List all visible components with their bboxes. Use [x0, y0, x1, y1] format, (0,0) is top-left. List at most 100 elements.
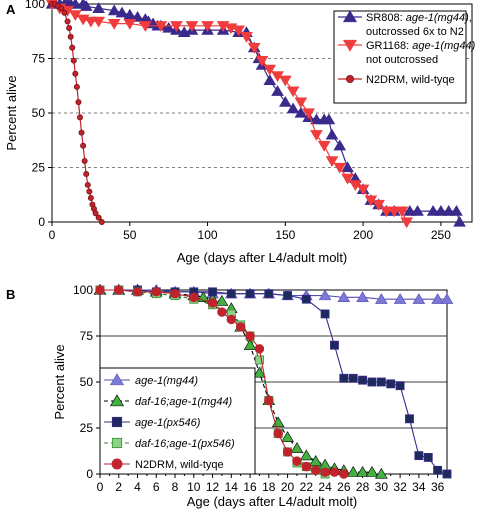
- panel-a-data-point: [123, 18, 137, 30]
- panel-a-data-point: [294, 106, 308, 118]
- panel-a-data-point: [442, 204, 455, 216]
- panel-b-data-point: [330, 340, 339, 350]
- panel-b-series-5: [95, 285, 349, 479]
- panel-b-data-point: [207, 298, 218, 308]
- panel-b-data-point: [273, 428, 283, 439]
- panel-b-data-point: [320, 467, 330, 477]
- panel-a-data-point: [372, 199, 385, 211]
- panel-b-data-point: [442, 469, 452, 479]
- panel-b-data-point: [365, 466, 379, 477]
- panel-a-data-point: [380, 206, 393, 218]
- panel-a-data-point: [333, 139, 347, 151]
- panel-b-x-tick-label: 24: [318, 480, 332, 494]
- panel-a-data-point: [61, 9, 68, 16]
- panel-b-data-point: [356, 466, 369, 477]
- panel-a-legend-label-line2: not outcrossed: [366, 54, 438, 66]
- panel-a-data-point: [325, 128, 339, 140]
- panel-b-y-tick-label: 0: [86, 467, 93, 481]
- panel-b-data-point: [245, 289, 255, 299]
- panel-b-data-point: [329, 467, 340, 477]
- panel-a-data-point: [185, 21, 199, 32]
- panel-a-label: A: [6, 2, 16, 17]
- panel-b-y-tick-label: 50: [80, 375, 94, 389]
- panel-b-data-point: [433, 465, 443, 475]
- panel-a-data-point: [86, 188, 93, 195]
- panel-a-data-point: [333, 162, 347, 174]
- panel-a-data-point: [69, 44, 76, 51]
- panel-a-data-point: [72, 70, 79, 77]
- panel-b-data-point: [386, 379, 396, 389]
- panel-a-data-point: [294, 97, 308, 109]
- panel-a-data-point: [387, 206, 401, 218]
- panel-b-data-point: [226, 289, 236, 299]
- panel-b-x-tick-label: 32: [393, 480, 407, 494]
- panel-b-legend-box: [99, 367, 256, 475]
- panel-a-x-tick-label: 0: [49, 228, 56, 242]
- panel-a-series-3: [49, 1, 105, 225]
- panel-a-data-point: [395, 206, 409, 218]
- panel-b-data-point: [264, 289, 274, 299]
- panel-a-legend-label-line2: outcrossed 6x to N2: [366, 26, 464, 38]
- panel-a-data-point: [98, 219, 105, 225]
- panel-b-data-point: [412, 293, 426, 304]
- panel-b-data-point: [132, 287, 143, 297]
- panel-b-x-tick-label: 0: [97, 480, 104, 494]
- panel-b-data-point: [245, 331, 255, 341]
- panel-b-legend-label: age-1(mg44): [135, 375, 198, 387]
- panel-a-data-point: [107, 4, 121, 16]
- panel-b-data-point: [414, 451, 424, 461]
- panel-b-data-point: [375, 293, 388, 304]
- panel-a-x-tick-label: 50: [123, 228, 137, 242]
- panel-b-x-tick-label: 36: [431, 480, 445, 494]
- panel-a-x-tick-label: 100: [198, 228, 218, 242]
- panel-a-data-point: [73, 83, 80, 90]
- panel-b-x-tick-label: 28: [356, 480, 370, 494]
- panel-b-legend: age-1(mg44) daf-16;age-1(mg44) age-1(px546…: [99, 367, 256, 475]
- panel-a-data-point: [286, 86, 300, 98]
- panel-a-data-point: [317, 141, 331, 152]
- panel-b-data-point: [292, 456, 302, 466]
- panel-b-data-point: [283, 291, 292, 300]
- panel-b-y-axis-label: Percent alive: [52, 344, 67, 419]
- panel-b-data-point: [320, 309, 330, 319]
- panel-b-data-point: [309, 455, 323, 466]
- panel-a-legend-marker: [345, 75, 354, 84]
- panel-b-y-tick-label: 75: [80, 329, 94, 343]
- panel-a-data-point: [403, 204, 417, 216]
- panel-b-data-point: [346, 466, 360, 477]
- panel-b-data-point: [208, 287, 217, 297]
- panel-b-legend-marker: [109, 373, 125, 386]
- panel-b-legend-marker: [111, 458, 123, 470]
- panel-b-legend-marker: [111, 437, 123, 449]
- panel-a-data-point: [92, 16, 105, 28]
- panel-a-x-tick-label: 200: [353, 228, 373, 242]
- panel-b-data-point: [431, 293, 444, 304]
- panel-a-legend-label: SR808: age-1(mg44),: [366, 12, 472, 24]
- panel-b-data-point: [290, 442, 304, 453]
- panel-a-data-point: [240, 32, 253, 43]
- panel-b-data-point: [337, 291, 351, 303]
- panel-b-label: B: [6, 287, 15, 302]
- panel-a-data-point: [80, 142, 87, 149]
- panel-a-data-point: [453, 215, 466, 227]
- panel-b-data-point: [264, 395, 274, 406]
- panel-a-data-point: [426, 204, 440, 216]
- panel-a-data-point: [87, 195, 94, 202]
- panel-b-x-tick-label: 18: [262, 480, 276, 494]
- panel-b-data-point: [395, 381, 405, 391]
- panel-a-data-point: [84, 181, 91, 188]
- panel-a-data-point: [341, 173, 354, 185]
- panel-a-data-point: [400, 217, 413, 229]
- panel-b-data-point: [281, 431, 294, 442]
- panel-b-x-tick-label: 20: [281, 480, 295, 494]
- panel-a-data-point: [310, 113, 323, 125]
- panel-a-data-point: [115, 6, 129, 18]
- panel-a-y-tick-label: 75: [32, 52, 46, 66]
- panel-a-data-point: [66, 24, 73, 31]
- panel-a-data-point: [81, 157, 88, 164]
- panel-b-data-point: [254, 344, 265, 354]
- panel-a-data-point: [263, 74, 277, 85]
- panel-a-legend-marker: [342, 10, 358, 23]
- panel-a-data-point: [302, 108, 315, 120]
